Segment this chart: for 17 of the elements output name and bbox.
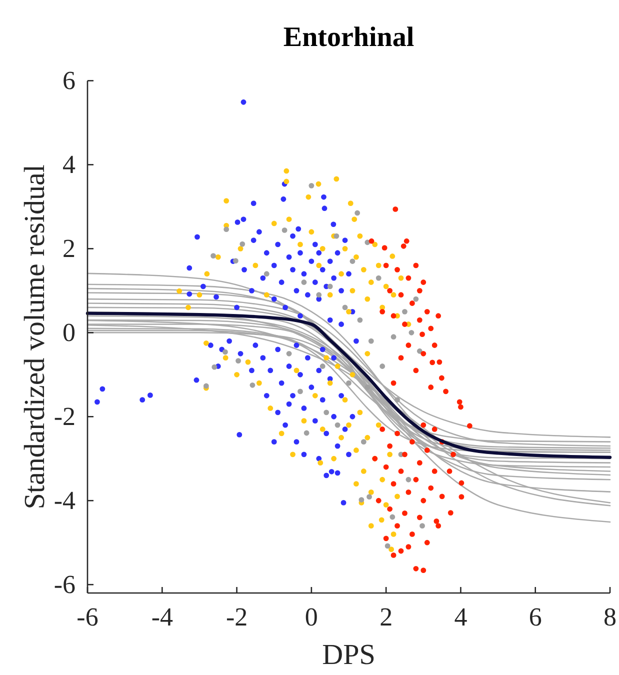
y-tick-label: -6 [54, 570, 76, 599]
x-tick-label: 4 [454, 602, 468, 632]
x-tick-label: 2 [380, 602, 393, 632]
y-tick-label: 0 [62, 318, 76, 347]
y-tick-label: 2 [62, 234, 76, 263]
y-tick-label: -2 [54, 402, 76, 431]
chart-title: Entorhinal [283, 22, 414, 53]
x-axis-title: DPS [322, 639, 376, 671]
y-axis-title: Standardized volume residual [19, 164, 51, 510]
x-tick-label: -4 [151, 602, 173, 632]
y-tick-label: 4 [62, 150, 76, 180]
x-tick-label: 0 [304, 602, 318, 632]
x-tick-label: 6 [528, 602, 542, 632]
x-tick-label: -2 [226, 602, 248, 632]
y-tick-label: -4 [54, 486, 76, 515]
x-tick-label: 8 [604, 602, 616, 632]
y-tick-label: 6 [62, 66, 76, 96]
